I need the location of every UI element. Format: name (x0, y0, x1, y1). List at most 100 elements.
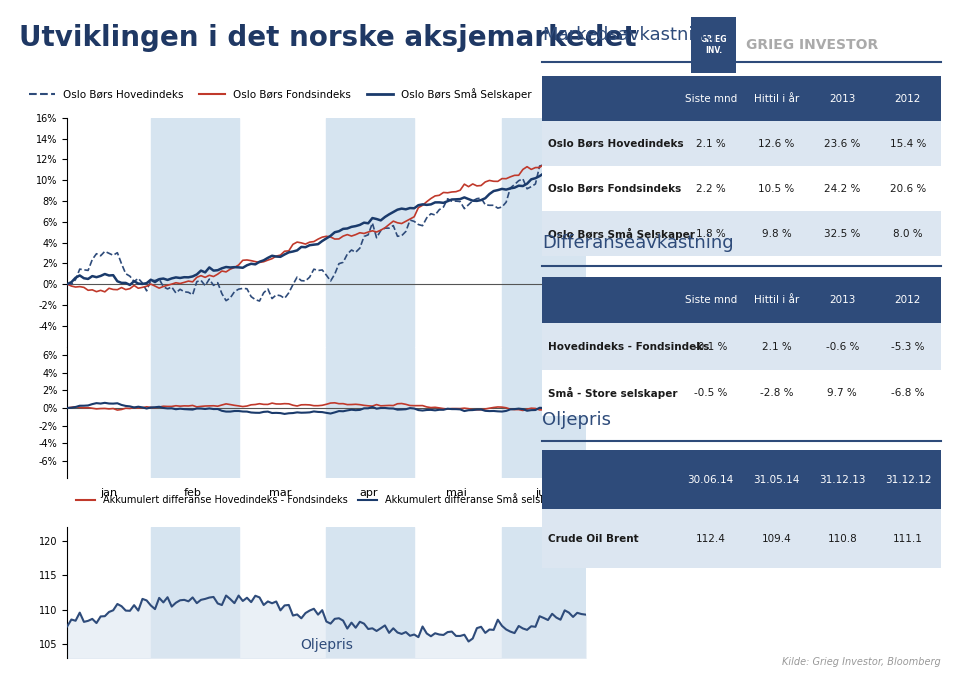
Text: 32.5 %: 32.5 % (824, 229, 860, 239)
Text: 31.12.12: 31.12.12 (885, 475, 931, 485)
Text: -5.3 %: -5.3 % (891, 342, 924, 351)
Text: 1.8 %: 1.8 % (696, 229, 726, 239)
Text: 2.2 %: 2.2 % (696, 184, 726, 194)
Bar (744, 76, 809, 121)
Bar (809, 509, 876, 568)
Bar (691, 17, 736, 73)
Bar (678, 76, 744, 121)
Text: 112.4: 112.4 (696, 534, 726, 544)
Text: -2.8 %: -2.8 % (759, 387, 793, 398)
Text: 9.7 %: 9.7 % (828, 387, 857, 398)
Bar (151, 346, 239, 478)
Text: Utviklingen i det norske aksjemarkedet: Utviklingen i det norske aksjemarkedet (19, 24, 636, 52)
Bar (326, 118, 414, 346)
Bar (876, 121, 941, 166)
Bar (876, 369, 941, 416)
Text: 9.8 %: 9.8 % (761, 229, 791, 239)
Bar (326, 527, 414, 658)
Bar (502, 527, 589, 658)
Text: Hittil i år: Hittil i år (754, 94, 799, 104)
Text: 110.8: 110.8 (828, 534, 857, 544)
Bar (542, 121, 678, 166)
Text: 24.2 %: 24.2 % (824, 184, 860, 194)
Text: Hittil i år: Hittil i år (754, 295, 799, 306)
Text: 23.6 %: 23.6 % (824, 139, 860, 149)
Text: -0.1 %: -0.1 % (694, 342, 728, 351)
Bar (876, 277, 941, 324)
Text: Crude Oil Brent: Crude Oil Brent (548, 534, 639, 544)
Text: Oslo Børs Små Selskaper: Oslo Børs Små Selskaper (548, 228, 695, 240)
Text: 2013: 2013 (829, 295, 855, 306)
Legend: Oslo Børs Hovedindeks, Oslo Børs Fondsindeks, Oslo Børs Små Selskaper: Oslo Børs Hovedindeks, Oslo Børs Fondsin… (24, 83, 536, 104)
Text: Siste mnd: Siste mnd (684, 94, 737, 104)
Bar (151, 527, 239, 658)
Bar (542, 76, 678, 121)
Bar (678, 121, 744, 166)
Bar (502, 118, 589, 346)
Bar (809, 211, 876, 256)
Bar (542, 450, 678, 509)
Bar (876, 450, 941, 509)
Text: Små - Store selskaper: Små - Store selskaper (548, 387, 678, 398)
Text: 31.12.13: 31.12.13 (819, 475, 866, 485)
Text: Oljepris: Oljepris (300, 638, 353, 651)
Text: Hovedindeks - Fondsindeks: Hovedindeks - Fondsindeks (548, 342, 709, 351)
Bar (809, 277, 876, 324)
Bar (542, 324, 678, 369)
Text: -0.5 %: -0.5 % (694, 387, 728, 398)
Bar (542, 211, 678, 256)
Text: Kilde: Grieg Investor, Bloomberg: Kilde: Grieg Investor, Bloomberg (782, 657, 941, 667)
Bar (809, 450, 876, 509)
Bar (326, 346, 414, 478)
Bar (678, 324, 744, 369)
Text: 30.06.14: 30.06.14 (687, 475, 733, 485)
Text: Oslo Børs Hovedindeks: Oslo Børs Hovedindeks (548, 139, 684, 149)
Text: 20.6 %: 20.6 % (890, 184, 926, 194)
Text: 2013: 2013 (829, 94, 855, 104)
Bar (678, 369, 744, 416)
Text: 2.1 %: 2.1 % (761, 342, 791, 351)
Bar (744, 211, 809, 256)
Bar (876, 509, 941, 568)
Bar (542, 166, 678, 211)
Bar (678, 277, 744, 324)
Bar (876, 76, 941, 121)
Bar (542, 277, 678, 324)
Bar (876, 324, 941, 369)
Bar (744, 450, 809, 509)
Bar (678, 509, 744, 568)
Bar (809, 76, 876, 121)
Text: 2012: 2012 (895, 94, 921, 104)
Bar (744, 509, 809, 568)
Bar (502, 346, 589, 478)
Text: 15.4 %: 15.4 % (890, 139, 926, 149)
Text: -6.8 %: -6.8 % (891, 387, 924, 398)
Bar (744, 166, 809, 211)
Bar (744, 369, 809, 416)
Text: -0.6 %: -0.6 % (826, 342, 859, 351)
Bar (876, 166, 941, 211)
Bar (744, 277, 809, 324)
Text: GRIEG
INV.: GRIEG INV. (701, 35, 727, 55)
Text: 111.1: 111.1 (893, 534, 923, 544)
Text: GRIEG INVESTOR: GRIEG INVESTOR (746, 38, 878, 52)
Bar (809, 121, 876, 166)
Bar (744, 121, 809, 166)
Text: Oslo Børs Fondsindeks: Oslo Børs Fondsindeks (548, 184, 682, 194)
Bar (809, 324, 876, 369)
Text: 109.4: 109.4 (761, 534, 791, 544)
Text: Differanseavkastning: Differanseavkastning (542, 234, 734, 252)
Bar (678, 166, 744, 211)
Text: 10.5 %: 10.5 % (758, 184, 795, 194)
Text: Markedsavkastning: Markedsavkastning (542, 26, 717, 44)
Bar (809, 166, 876, 211)
Text: 8.0 %: 8.0 % (893, 229, 923, 239)
Text: Siste mnd: Siste mnd (684, 295, 737, 306)
Bar (542, 509, 678, 568)
Text: 2.1 %: 2.1 % (696, 139, 726, 149)
Bar (151, 118, 239, 346)
Legend: Akkumulert differanse Hovedindeks - Fondsindeks, Akkumulert differanse Små selsk: Akkumulert differanse Hovedindeks - Fond… (72, 489, 657, 509)
Text: 31.05.14: 31.05.14 (754, 475, 800, 485)
Bar (809, 369, 876, 416)
Bar (678, 211, 744, 256)
